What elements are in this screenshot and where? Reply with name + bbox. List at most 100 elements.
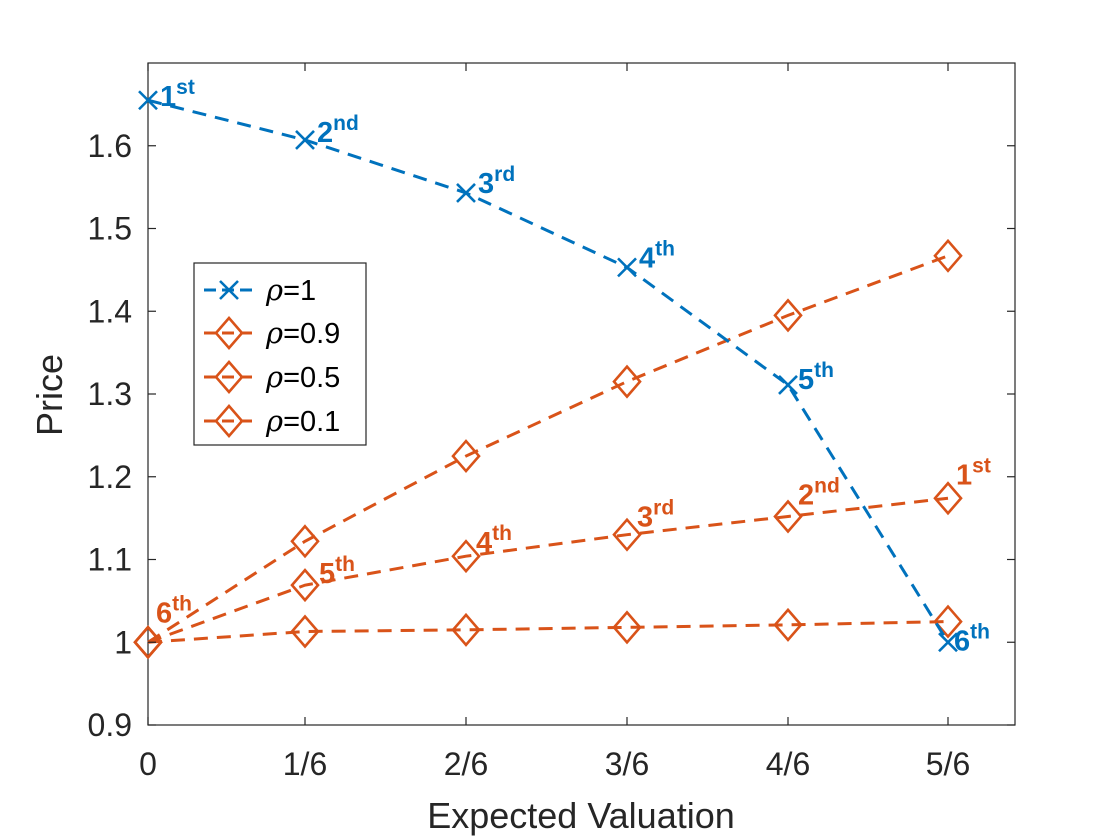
point-label: 4th xyxy=(639,237,675,274)
y-tick-label: 1.2 xyxy=(88,459,132,495)
series-line xyxy=(147,496,949,644)
data-point xyxy=(612,364,642,399)
series-4 xyxy=(133,604,963,660)
x-tick-label: 1/6 xyxy=(283,746,327,782)
point-label-sup: nd xyxy=(814,474,840,497)
y-tick-label: 1.3 xyxy=(88,376,132,412)
point-label-sup: th xyxy=(970,620,990,643)
data-point xyxy=(138,90,158,111)
point-label-base: 6 xyxy=(954,625,970,657)
point-label-sup: th xyxy=(655,237,675,260)
point-label-sup: rd xyxy=(653,497,674,520)
series-1 xyxy=(138,90,958,653)
data-point xyxy=(451,439,481,474)
data-point xyxy=(612,517,642,552)
point-label-sup: th xyxy=(335,553,355,576)
legend: ρ=1ρ=0.9ρ=0.5ρ=0.1 xyxy=(193,262,367,446)
legend-label: ρ=0.9 xyxy=(265,316,340,350)
point-label: 3rd xyxy=(637,497,674,534)
point-label-base: 3 xyxy=(637,502,653,534)
point-label: 3rd xyxy=(478,163,515,200)
point-label-base: 1 xyxy=(956,459,972,491)
data-point xyxy=(778,374,798,395)
y-tick-label: 1.5 xyxy=(88,211,132,247)
point-label: 2nd xyxy=(798,474,840,511)
point-label-base: 4 xyxy=(476,527,492,559)
legend-symbol: ρ xyxy=(265,273,283,307)
point-label-base: 1 xyxy=(160,81,176,113)
data-point xyxy=(290,524,320,559)
series-line xyxy=(147,98,950,644)
y-tick-label: 1 xyxy=(114,624,132,660)
point-label: 1st xyxy=(956,454,991,491)
point-label-base: 2 xyxy=(317,117,333,149)
point-label: 2nd xyxy=(317,112,359,149)
data-point xyxy=(133,625,163,660)
data-point xyxy=(617,257,637,278)
data-point xyxy=(612,610,642,645)
point-label-sup: rd xyxy=(494,163,515,186)
data-point xyxy=(456,182,476,203)
point-label: 6th xyxy=(156,592,192,629)
legend-marker xyxy=(214,404,244,438)
point-label-base: 6 xyxy=(156,597,172,629)
legend-value: =0.5 xyxy=(283,362,340,394)
legend-value: =0.1 xyxy=(283,406,340,438)
legend-marker xyxy=(214,316,244,350)
point-label-sup: th xyxy=(172,592,192,615)
point-label-base: 5 xyxy=(319,558,335,590)
legend-entry: ρ=0.5 xyxy=(204,360,340,394)
series-line xyxy=(147,254,949,644)
x-tick-label: 2/6 xyxy=(444,746,488,782)
data-point xyxy=(933,481,963,516)
data-point xyxy=(773,499,803,534)
data-point xyxy=(938,632,958,653)
data-point xyxy=(295,130,315,150)
legend-symbol: ρ xyxy=(265,316,283,350)
point-label-sup: st xyxy=(176,76,195,99)
point-label-sup: th xyxy=(814,359,834,382)
x-tick-label: 0 xyxy=(139,746,157,782)
point-label-base: 3 xyxy=(478,168,494,200)
series-line xyxy=(147,620,949,644)
point-label: 5th xyxy=(798,359,834,396)
series-layer xyxy=(133,90,963,660)
x-tick-label: 5/6 xyxy=(926,746,970,782)
y-tick-label: 0.9 xyxy=(88,707,132,743)
point-label: 1st xyxy=(160,76,195,113)
point-label-base: 5 xyxy=(798,364,814,396)
legend-marker xyxy=(214,360,244,394)
data-point xyxy=(933,238,963,273)
point-label-sup: th xyxy=(492,522,512,545)
y-axis-label: Price xyxy=(29,354,70,436)
point-label-sup: nd xyxy=(333,112,359,135)
x-tick-label: 4/6 xyxy=(766,746,810,782)
data-point xyxy=(451,612,481,647)
data-point xyxy=(933,604,963,639)
point-label-base: 2 xyxy=(798,479,814,511)
x-tick-label: 3/6 xyxy=(605,746,649,782)
y-tick-label: 1.6 xyxy=(88,128,132,164)
legend-entry: ρ=0.1 xyxy=(204,404,340,438)
point-label: 6th xyxy=(954,620,990,657)
point-label: 4th xyxy=(476,522,512,559)
legend-label: ρ=0.1 xyxy=(265,404,340,438)
legend-marker xyxy=(219,280,239,300)
x-axis-ticks: 0 1/6 2/6 3/6 4/6 5/6 xyxy=(139,63,970,782)
legend-symbol: ρ xyxy=(265,404,283,438)
legend-label: ρ=1 xyxy=(265,273,316,307)
y-axis-ticks: 0.9 1 1.1 1.2 1.3 1.4 1.5 1.6 xyxy=(88,128,1015,743)
x-axis-label: Expected Valuation xyxy=(427,795,735,836)
point-label: 5th xyxy=(319,553,355,590)
data-point xyxy=(290,614,320,649)
legend-label: ρ=0.5 xyxy=(265,360,340,394)
y-tick-label: 1.1 xyxy=(88,542,132,578)
legend-value: =0.9 xyxy=(283,318,340,350)
data-point xyxy=(773,607,803,642)
legend-entry: ρ=0.9 xyxy=(204,316,340,350)
legend-entry: ρ=1 xyxy=(204,273,316,307)
y-tick-label: 1.4 xyxy=(88,293,132,329)
legend-symbol: ρ xyxy=(265,360,283,394)
